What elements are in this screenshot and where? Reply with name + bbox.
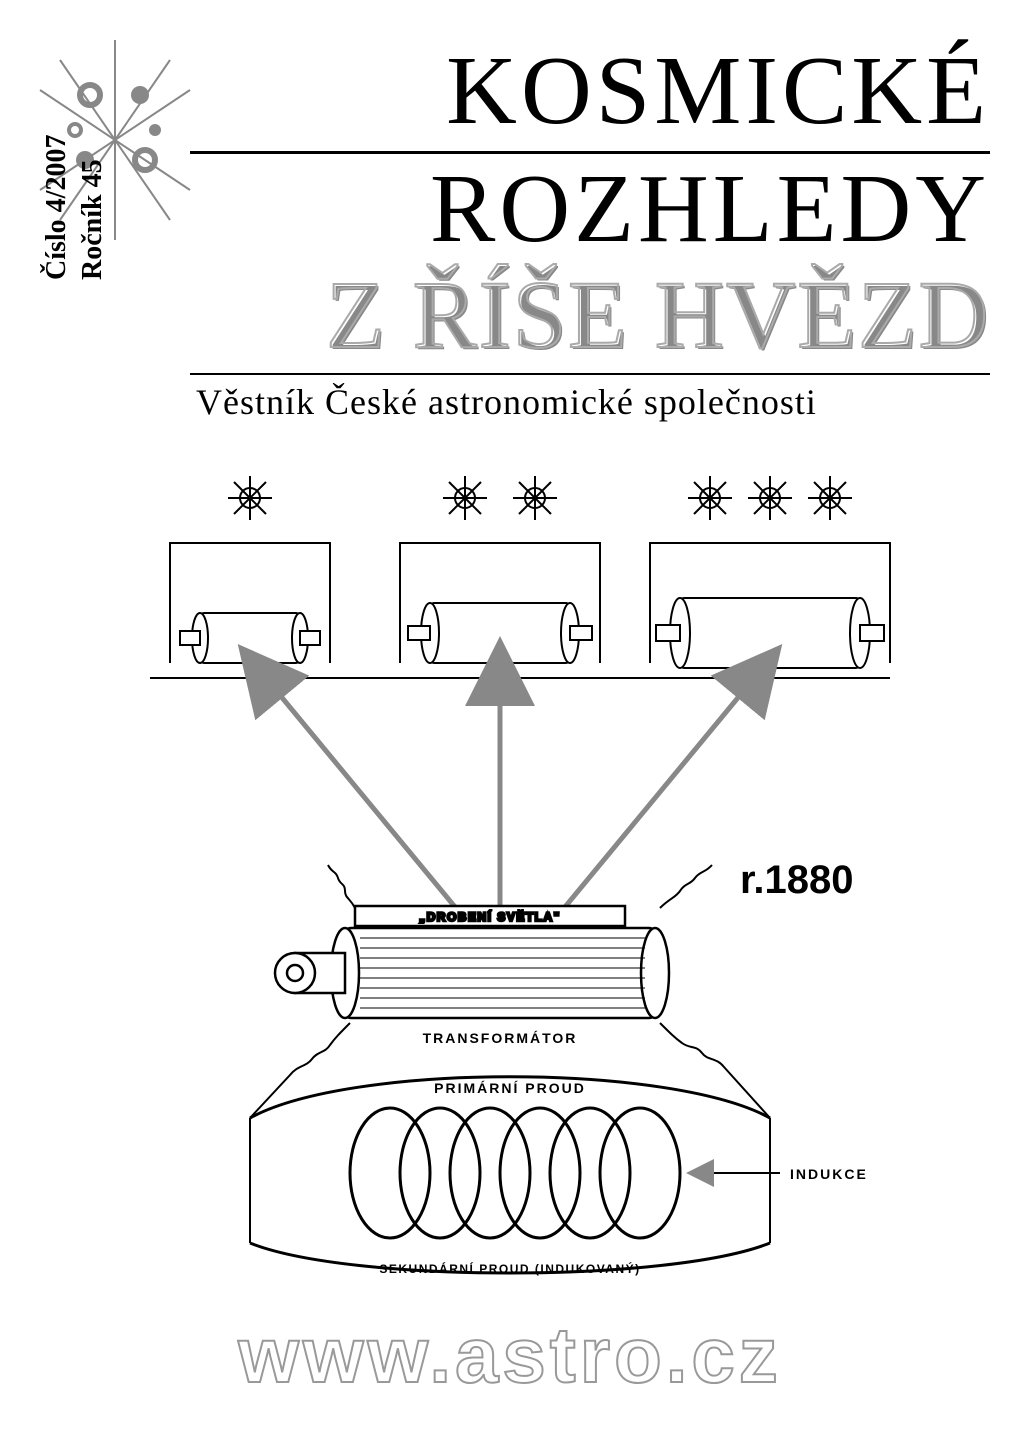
- subtitle-divider: [190, 373, 990, 375]
- induction-label: INDUKCE: [790, 1166, 868, 1182]
- primary-label: PRIMÁRNÍ PROUD: [434, 1080, 586, 1096]
- issue-info: Číslo 4/2007 Ročník 45: [40, 135, 109, 280]
- issue-volume: Ročník 45: [76, 135, 110, 280]
- magazine-subtitle-outline: Z ŘÍŠE HVĚZD: [190, 267, 990, 363]
- top-circuit-1: [170, 476, 330, 663]
- footer-url: www.astro.cz: [0, 1310, 1020, 1401]
- magazine-title-line1: KOSMICKÉ: [190, 40, 990, 143]
- transformer-diagram-icon: r.1880 „DROBENÍ SVĚTLA": [100, 453, 920, 1283]
- top-circuit-3: [650, 476, 890, 668]
- transformer-body: „DROBENÍ SVĚTLA": [275, 906, 669, 1018]
- title-block: KOSMICKÉ ROZHLEDY Z ŘÍŠE HVĚZD Věstník Č…: [190, 40, 990, 423]
- diagram-year-label: r.1880: [740, 858, 853, 902]
- svg-text:„DROBENÍ SVĚTLA": „DROBENÍ SVĚTLA": [419, 909, 561, 924]
- publisher-line: Věstník České astronomické společnosti: [190, 381, 990, 423]
- title-divider: [190, 151, 990, 154]
- secondary-label: SEKUNDÁRNÍ PROUD (INDUKOVANÝ): [379, 1261, 640, 1276]
- induction-coil: [250, 1077, 770, 1273]
- transformer-label: TRANSFORMÁTOR: [423, 1030, 578, 1046]
- top-circuit-2: [400, 476, 600, 663]
- cover-diagram: r.1880 „DROBENÍ SVĚTLA": [100, 453, 920, 1283]
- magazine-title-line2: ROZHLEDY: [190, 158, 990, 261]
- masthead-header: Číslo 4/2007 Ročník 45 KOSMICKÉ ROZHLEDY…: [0, 0, 1020, 423]
- issue-number: Číslo 4/2007: [40, 135, 74, 280]
